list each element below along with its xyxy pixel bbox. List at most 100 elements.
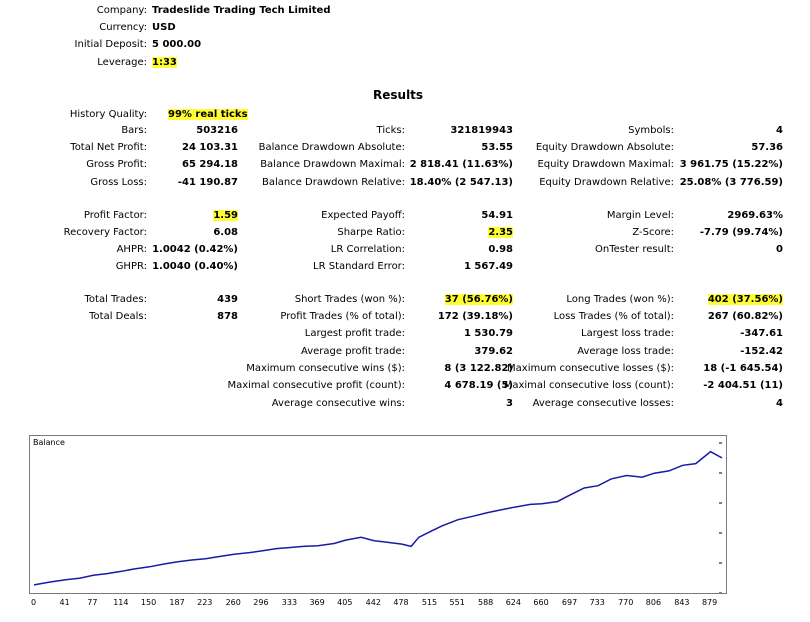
stat-label: Total Deals: <box>89 311 147 322</box>
stat-label: GHPR: <box>115 261 147 272</box>
stat-value: 439 <box>217 294 238 305</box>
x-tick-label: 733 <box>589 598 605 607</box>
balance-chart-svg: Balance3012824837195461425689653674 <box>33 438 753 594</box>
x-tick-label: 515 <box>421 598 438 607</box>
stat-value: 172 (39.18%) <box>437 311 513 322</box>
stat-value: 24 103.31 <box>182 142 238 153</box>
x-tick-label: 260 <box>225 598 241 607</box>
history-quality-value: 99% real ticks <box>168 109 248 120</box>
stat-value: 503216 <box>196 125 238 136</box>
stat-value: -347.61 <box>740 328 783 339</box>
x-tick-label: 77 <box>87 598 98 607</box>
stat-value: 37 (56.76%) <box>444 294 513 305</box>
stat-label: Balance Drawdown Absolute: <box>258 142 405 153</box>
stat-value: 6.08 <box>213 227 238 238</box>
header-value: 1:33 <box>152 57 177 68</box>
x-tick-label: 0 <box>31 598 37 607</box>
stat-value: -152.42 <box>740 346 783 357</box>
stat-value: 3 <box>506 398 513 409</box>
stat-value: 0 <box>776 244 783 255</box>
stat-label: Equity Drawdown Relative: <box>539 177 674 188</box>
stat-label: OnTester result: <box>594 244 674 255</box>
stat-value: -2 404.51 (11) <box>703 380 783 391</box>
x-tick-label: 697 <box>561 598 578 607</box>
stat-label: Long Trades (won %): <box>566 294 674 305</box>
stat-value: 402 (37.56%) <box>707 294 783 305</box>
stat-value: 321819943 <box>450 125 513 136</box>
x-tick-label: 478 <box>393 598 409 607</box>
stat-label: Largest loss trade: <box>581 328 674 339</box>
stat-value: -7.79 (99.74%) <box>699 227 783 238</box>
stat-label: Largest profit trade: <box>304 328 405 339</box>
stat-label: Average profit trade: <box>300 346 405 357</box>
x-tick-label: 879 <box>701 598 718 607</box>
stat-label: Gross Loss: <box>90 177 147 188</box>
header-label: Leverage: <box>97 57 147 68</box>
stat-value: 1.59 <box>213 210 238 221</box>
x-tick-label: 770 <box>618 598 634 607</box>
results-title: Results <box>373 88 424 102</box>
balance-chart: Balance3012824837195461425689653674 <box>29 435 753 594</box>
stat-value: 878 <box>217 311 238 322</box>
x-tick-label: 405 <box>337 598 353 607</box>
x-tick-label: 806 <box>645 598 662 607</box>
x-tick-label: 296 <box>253 598 269 607</box>
stat-value: 2 818.41 (11.63%) <box>409 159 513 170</box>
stat-label: Margin Level: <box>606 210 674 221</box>
stat-value: 65 294.18 <box>182 159 238 170</box>
x-tick-label: 114 <box>113 598 129 607</box>
balance-series-line <box>33 450 723 586</box>
stat-label: Loss Trades (% of total): <box>553 311 674 322</box>
stat-value: 1 530.79 <box>463 328 513 339</box>
header-value: Tradeslide Trading Tech Limited <box>152 5 331 16</box>
stat-label: Average loss trade: <box>577 346 674 357</box>
stat-label: Z-Score: <box>632 227 674 238</box>
stat-label: Balance Drawdown Maximal: <box>260 159 405 170</box>
stat-value: 1 567.49 <box>463 261 513 272</box>
stat-label: Total Trades: <box>84 294 148 305</box>
stat-label: Bars: <box>121 125 147 136</box>
x-tick-label: 223 <box>197 598 213 607</box>
stat-label: Sharpe Ratio: <box>337 227 405 238</box>
stat-value: 18 (-1 645.54) <box>703 363 783 374</box>
stat-value: 267 (60.82%) <box>707 311 783 322</box>
stat-value: 53.55 <box>481 142 513 153</box>
stat-label: Symbols: <box>628 125 674 136</box>
stat-label: Ticks: <box>376 125 405 136</box>
stat-value: 8 (3 122.82) <box>444 363 513 374</box>
stat-value: 3 961.75 (15.22%) <box>679 159 783 170</box>
stat-value: 379.62 <box>474 346 513 357</box>
stat-value: 57.36 <box>751 142 783 153</box>
stat-value: -41 190.87 <box>177 177 238 188</box>
stat-label: LR Correlation: <box>330 244 405 255</box>
stat-label: AHPR: <box>116 244 147 255</box>
x-tick-label: 442 <box>365 598 381 607</box>
header-label: Company: <box>96 5 147 16</box>
stat-label: Total Net Profit: <box>70 142 147 153</box>
x-tick-label: 624 <box>505 598 521 607</box>
stat-label: Average consecutive losses: <box>532 398 674 409</box>
stat-label: Maximum consecutive wins ($): <box>246 363 405 374</box>
x-tick-label: 333 <box>281 598 298 607</box>
stat-value: 1.0040 (0.40%) <box>152 261 238 272</box>
stat-label: Gross Profit: <box>86 159 147 170</box>
stat-value: 0.98 <box>488 244 513 255</box>
stat-label: Equity Drawdown Absolute: <box>535 142 674 153</box>
stat-value: 4 <box>776 125 783 136</box>
history-quality-label: History Quality: <box>69 109 147 120</box>
header-label: Currency: <box>99 22 147 33</box>
stat-label: Balance Drawdown Relative: <box>261 177 405 188</box>
stat-label: Equity Drawdown Maximal: <box>537 159 674 170</box>
x-tick-label: 551 <box>449 598 465 607</box>
stat-value: 1.0042 (0.42%) <box>152 244 238 255</box>
x-tick-label: 660 <box>533 598 549 607</box>
stat-label: Profit Factor: <box>83 210 147 221</box>
stat-label: LR Standard Error: <box>313 261 405 272</box>
stat-label: Profit Trades (% of total): <box>280 311 405 322</box>
stat-label: Maximum consecutive losses ($): <box>507 363 674 374</box>
stat-value: 54.91 <box>481 210 513 221</box>
header-label: Initial Deposit: <box>74 39 147 50</box>
stat-value: 2969.63% <box>727 210 783 221</box>
x-tick-label: 150 <box>140 598 157 607</box>
x-tick-label: 41 <box>59 598 70 607</box>
